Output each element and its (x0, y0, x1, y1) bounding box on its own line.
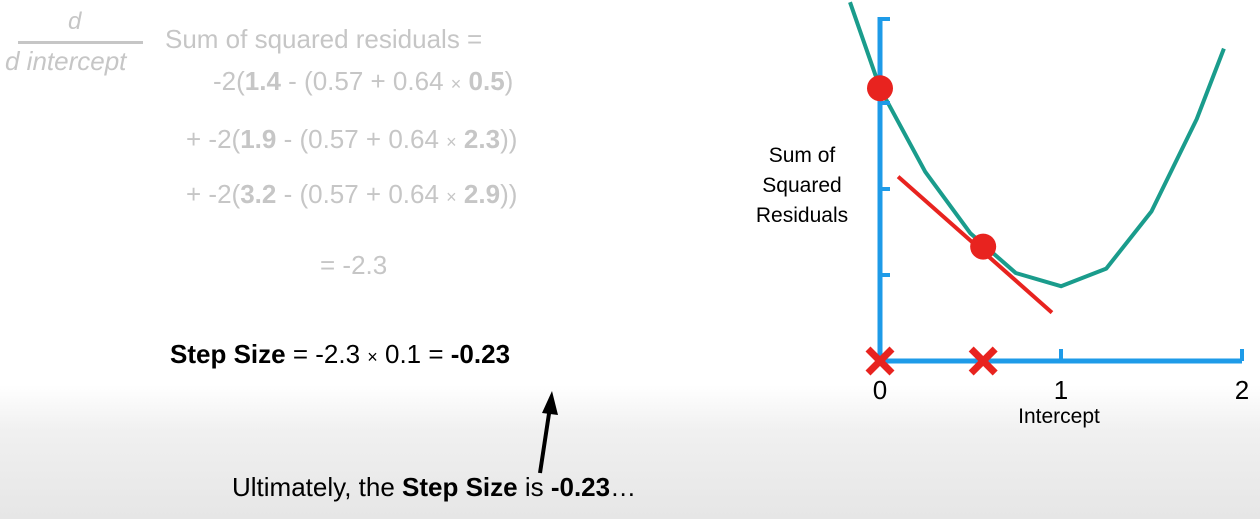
x-tick-label: 0 (873, 375, 887, 405)
term-suffix: )) (500, 179, 518, 209)
step-size-equation: Step Size = -2.3 × 0.1 = -0.23 (170, 339, 510, 370)
step-size-label: Step Size (170, 339, 286, 369)
fraction-bar (18, 41, 143, 44)
y-axis-label-line-3: Residuals (756, 204, 848, 227)
times-symbol: × (446, 187, 457, 207)
term-x: 2.3 (463, 124, 501, 154)
term-x: 0.5 (468, 66, 505, 96)
ssr-curve (848, 1, 1226, 289)
x-tick-label: 1 (1054, 375, 1068, 405)
term-suffix: )) (500, 124, 518, 154)
term-prefix: + -2( (186, 179, 241, 209)
term-mid: - (0.57 + 0.64 (280, 66, 451, 96)
x-marker (865, 346, 895, 376)
caption-background (0, 385, 1260, 519)
fraction-denominator: d intercept (5, 46, 127, 76)
term-prefix: -2( (213, 66, 245, 96)
caption-value: -0.23 (550, 472, 611, 502)
equation-result: = -2.3 (320, 250, 388, 280)
caption-text-2: is (517, 472, 551, 502)
ssr-point (970, 233, 997, 260)
term-prefix: + -2( (186, 124, 241, 154)
x-marker (968, 346, 998, 376)
caption: Ultimately, the Step Size is -0.23… (232, 472, 636, 503)
term-mid: - (0.57 + 0.64 (276, 179, 447, 209)
step-expr-a: = -2.3 (285, 339, 368, 369)
times-symbol: × (367, 347, 378, 367)
term-observed: 1.4 (244, 66, 281, 96)
x-tick-label: 2 (1235, 375, 1249, 405)
caption-text-1: Ultimately, the (232, 472, 403, 502)
term-x: 2.9 (463, 179, 501, 209)
equation-lhs: Sum of squared residuals = (165, 24, 483, 54)
fraction-numerator: d (68, 8, 82, 35)
equation-term-3: + -2(3.2 - (0.57 + 0.64 × 2.9)) (186, 179, 517, 210)
times-symbol: × (446, 132, 457, 152)
y-axis-label-line-2: Squared (762, 174, 841, 197)
x-axis-label: Intercept (1018, 405, 1100, 428)
y-axis-label-line-1: Sum of (769, 144, 836, 167)
step-expr-b: 0.1 = (377, 339, 451, 369)
step-size-value: -0.23 (450, 339, 511, 369)
times-symbol: × (450, 74, 462, 94)
caption-step-size: Step Size (402, 472, 518, 502)
term-observed: 1.9 (240, 124, 277, 154)
equation-term-1: -2(1.4 - (0.57 + 0.64 × 0.5) (213, 66, 513, 97)
pointer-arrow (538, 391, 558, 474)
term-mid: - (0.57 + 0.64 (276, 124, 447, 154)
caption-ellipsis: … (610, 472, 637, 502)
term-observed: 3.2 (240, 179, 277, 209)
ssr-point (867, 75, 893, 102)
term-suffix: ) (504, 66, 514, 96)
equation-term-2: + -2(1.9 - (0.57 + 0.64 × 2.3)) (186, 124, 517, 155)
